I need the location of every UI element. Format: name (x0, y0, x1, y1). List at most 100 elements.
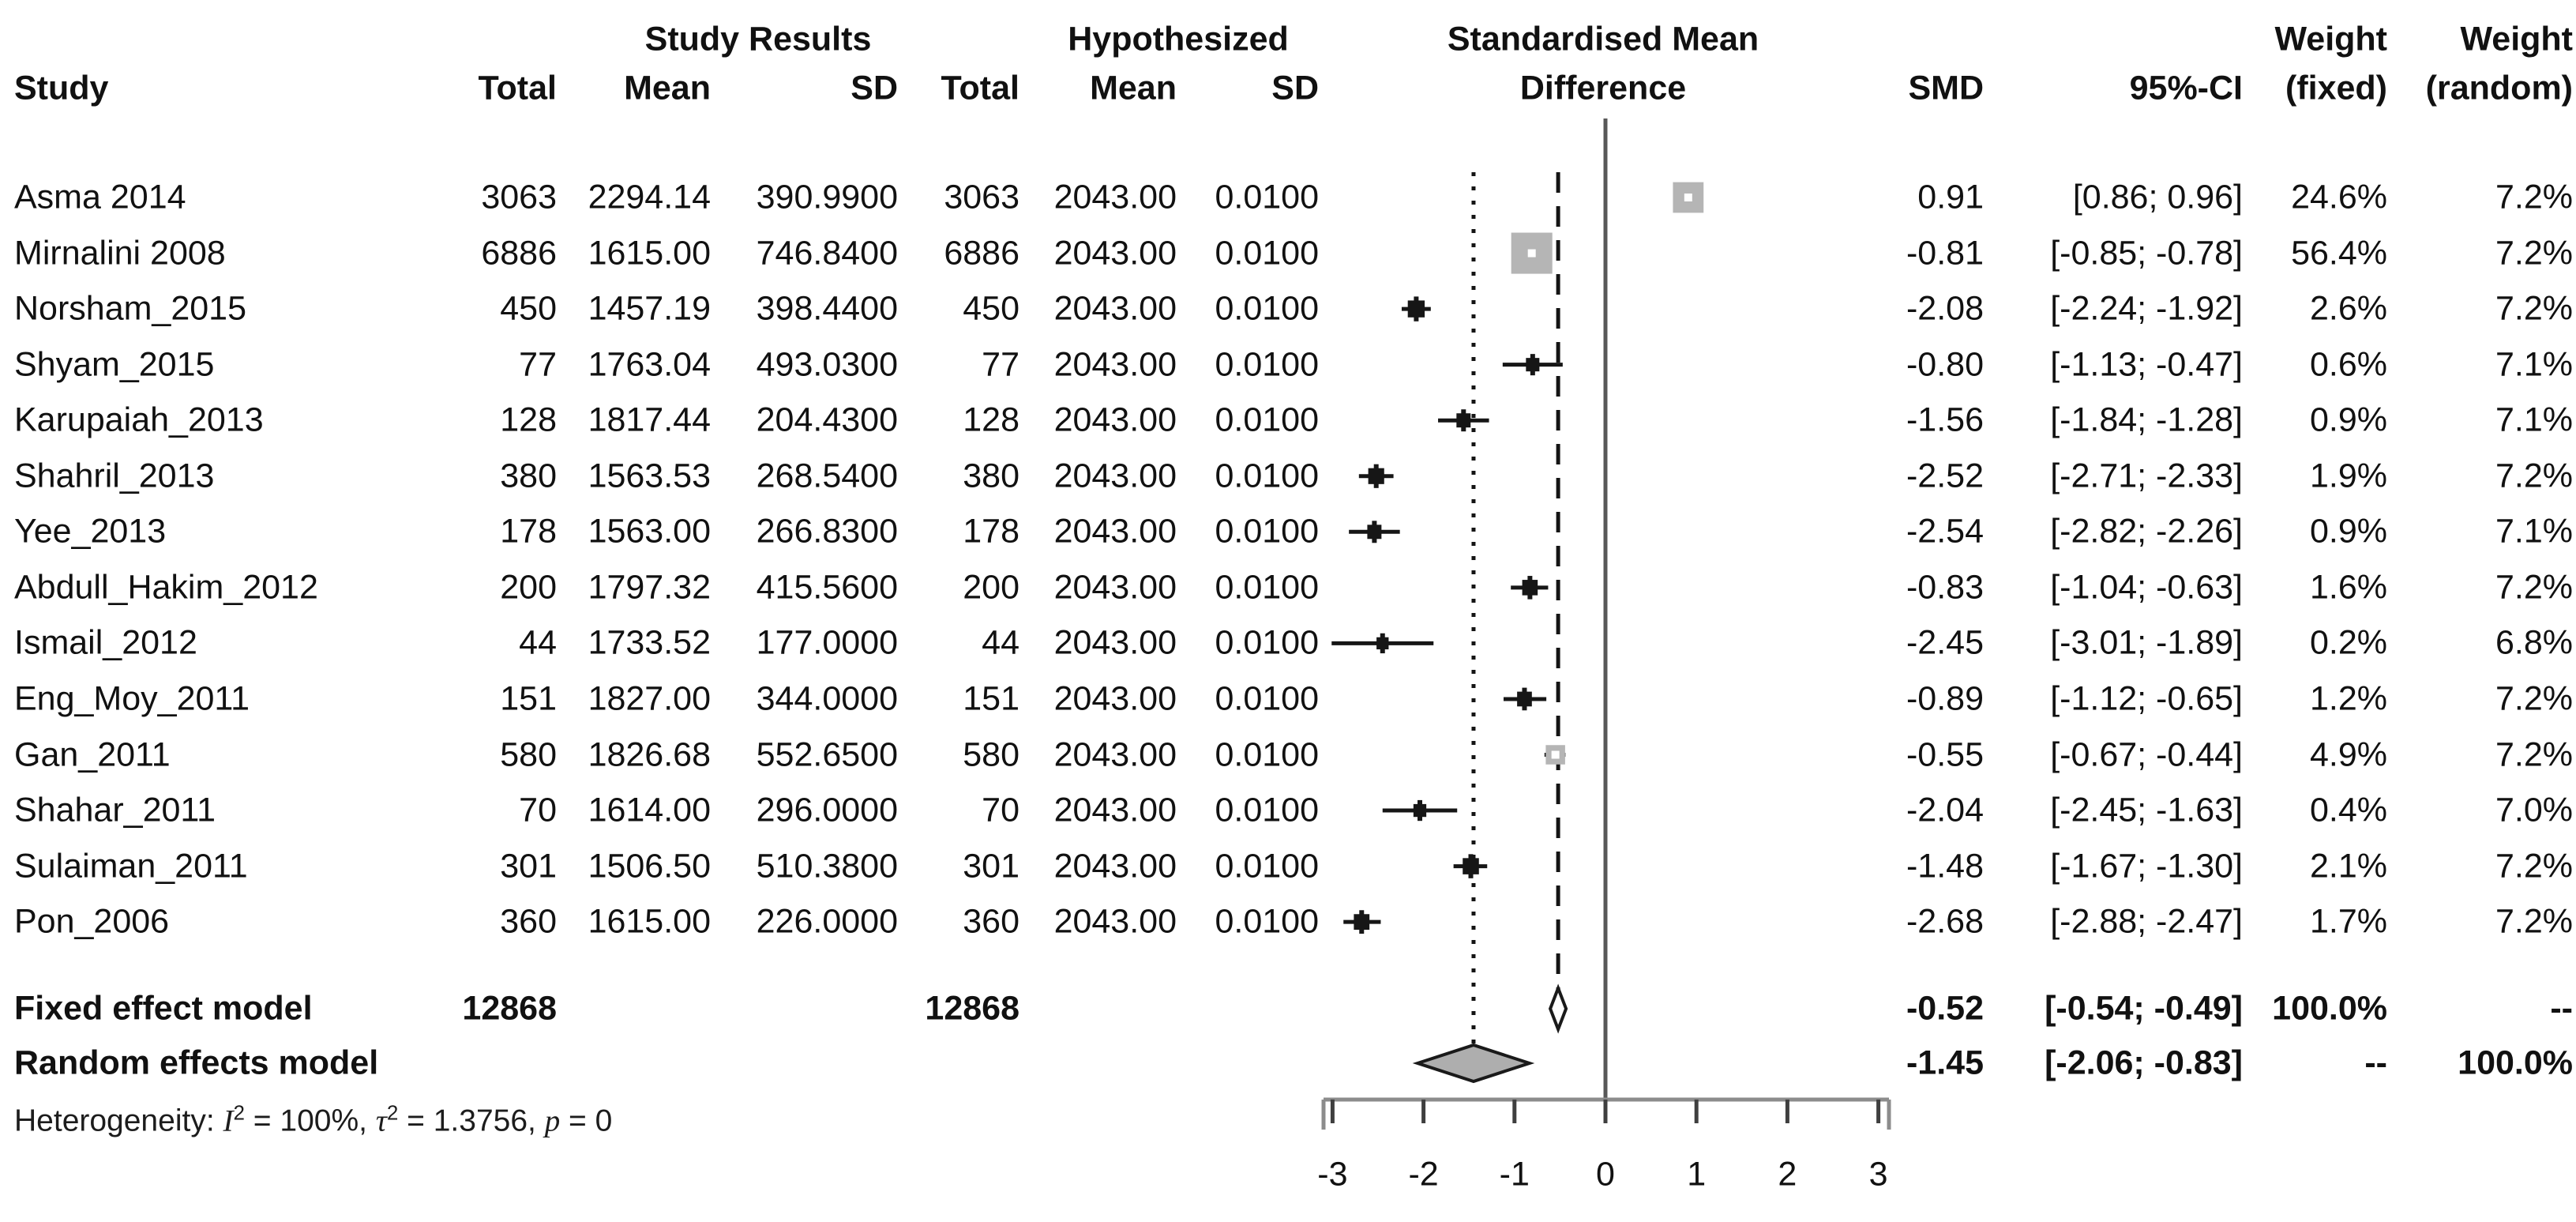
header-sd-1: SD (851, 69, 898, 107)
study-total: 380 (500, 457, 557, 495)
weight-random-value: 7.2% (2495, 679, 2573, 718)
header-weight-fixed-line1: Weight (2274, 20, 2387, 58)
study-sd: 493.0300 (756, 345, 898, 384)
study-name: Shahril_2013 (14, 457, 215, 495)
hypothesized-mean: 2043.00 (1053, 847, 1177, 885)
study-name: Sulaiman_2011 (14, 847, 248, 885)
study-name: Asma 2014 (14, 178, 186, 216)
study-total: 450 (500, 289, 557, 328)
hypothesized-total: 178 (963, 512, 1020, 551)
weight-fixed-value: 1.6% (2309, 568, 2387, 607)
study-total: 3063 (481, 178, 557, 216)
hypothesized-sd: 0.0100 (1215, 568, 1319, 607)
study-sd: 398.4400 (756, 289, 898, 328)
ci-value: [-1.67; -1.30] (2050, 847, 2243, 885)
hypothesized-sd: 0.0100 (1215, 847, 1319, 885)
weight-fixed-value: 0.6% (2309, 345, 2387, 384)
effect-square-center-dot (1684, 194, 1692, 201)
x-axis-tick-label: 1 (1687, 1155, 1707, 1194)
x-axis-tick-label: 2 (1778, 1155, 1797, 1194)
heterogeneity-note: Heterogeneity: I2 = 100%, τ2 = 1.3756, p… (14, 1100, 613, 1138)
study-sd: 266.8300 (756, 512, 898, 551)
weight-random-value: 7.0% (2495, 791, 2573, 829)
weight-fixed-value: 4.9% (2309, 735, 2387, 773)
header-mean-2: Mean (1090, 69, 1177, 107)
header-weight-random-line2: (random) (2425, 69, 2573, 107)
study-name: Norsham_2015 (14, 289, 247, 328)
hypothesized-total: 450 (963, 289, 1020, 328)
study-name: Karupaiah_2013 (14, 400, 264, 439)
summary-total: 12868 (462, 989, 557, 1028)
hypothesized-mean: 2043.00 (1053, 568, 1177, 607)
x-axis-tick-label: 0 (1596, 1155, 1615, 1194)
weight-random-value: 7.2% (2495, 178, 2573, 216)
smd-value: -0.89 (1906, 679, 1984, 718)
weight-fixed-value: 2.1% (2309, 847, 2387, 885)
plot-title-line2: Difference (1519, 69, 1687, 107)
study-total: 77 (519, 345, 557, 384)
hypothesized-total: 77 (982, 345, 1020, 384)
hypothesized-total: 301 (963, 847, 1020, 885)
x-axis-tick-label: -3 (1317, 1155, 1348, 1194)
hypothesized-mean: 2043.00 (1053, 457, 1177, 495)
study-name: Yee_2013 (14, 512, 167, 551)
hypothesized-total: 580 (963, 735, 1020, 773)
hypothesized-mean: 2043.00 (1053, 512, 1177, 551)
hypothesized-sd: 0.0100 (1215, 234, 1319, 273)
study-total: 301 (500, 847, 557, 885)
hypothesized-mean: 2043.00 (1053, 735, 1177, 773)
study-mean: 1457.19 (588, 289, 711, 328)
study-name: Ismail_2012 (14, 623, 197, 662)
hypothesized-sd: 0.0100 (1215, 345, 1319, 384)
smd-value: -1.56 (1906, 400, 1984, 439)
ci-value: [-1.13; -0.47] (2050, 345, 2243, 384)
group-title-hypothesized: Hypothesized (1068, 20, 1289, 58)
smd-value: -0.55 (1906, 735, 1984, 773)
hypothesized-total: 3063 (944, 178, 1020, 216)
summary-weight-fixed: 100.0% (2272, 989, 2387, 1028)
weight-random-value: 7.2% (2495, 234, 2573, 273)
ci-value: [-1.04; -0.63] (2050, 568, 2243, 607)
hypothesized-mean: 2043.00 (1053, 345, 1177, 384)
study-mean: 1827.00 (588, 679, 711, 718)
hypothesized-total: 70 (982, 791, 1020, 829)
header-study: Study (14, 69, 109, 107)
smd-value: -2.54 (1906, 512, 1984, 551)
study-name: Pon_2006 (14, 902, 170, 941)
weight-fixed-value: 1.2% (2309, 679, 2387, 718)
study-mean: 1797.32 (588, 568, 711, 607)
study-mean: 1506.50 (588, 847, 711, 885)
header-smd: SMD (1908, 69, 1984, 107)
study-sd: 552.6500 (756, 735, 898, 773)
study-total: 151 (500, 679, 557, 718)
hypothesized-total: 151 (963, 679, 1020, 718)
hypothesized-total: 6886 (944, 234, 1020, 273)
hypothesized-mean: 2043.00 (1053, 234, 1177, 273)
study-mean: 1614.00 (588, 791, 711, 829)
weight-fixed-value: 0.9% (2309, 400, 2387, 439)
smd-value: -0.80 (1906, 345, 1984, 384)
header-total-2: Total (941, 69, 1020, 107)
header-ci: 95%-CI (2129, 69, 2243, 107)
weight-fixed-value: 56.4% (2291, 234, 2387, 273)
hypothesized-sd: 0.0100 (1215, 902, 1319, 941)
hypothesized-sd: 0.0100 (1215, 623, 1319, 662)
study-name: Shahar_2011 (14, 791, 216, 829)
study-total: 6886 (481, 234, 557, 273)
fixed-effect-diamond (1548, 983, 1568, 1034)
header-weight-random-line1: Weight (2460, 20, 2573, 58)
hypothesized-total: 128 (963, 400, 1020, 439)
x-axis-tick-label: -2 (1408, 1155, 1439, 1194)
study-mean: 1563.53 (588, 457, 711, 495)
study-sd: 390.9900 (756, 178, 898, 216)
hypothesized-total: 380 (963, 457, 1020, 495)
summary-ci: [-0.54; -0.49] (2045, 989, 2243, 1028)
study-name: Abdull_Hakim_2012 (14, 568, 318, 607)
smd-value: -1.48 (1906, 847, 1984, 885)
header-mean-1: Mean (624, 69, 711, 107)
study-total: 70 (519, 791, 557, 829)
study-mean: 1563.00 (588, 512, 711, 551)
summary-weight-random: -- (2550, 989, 2573, 1028)
